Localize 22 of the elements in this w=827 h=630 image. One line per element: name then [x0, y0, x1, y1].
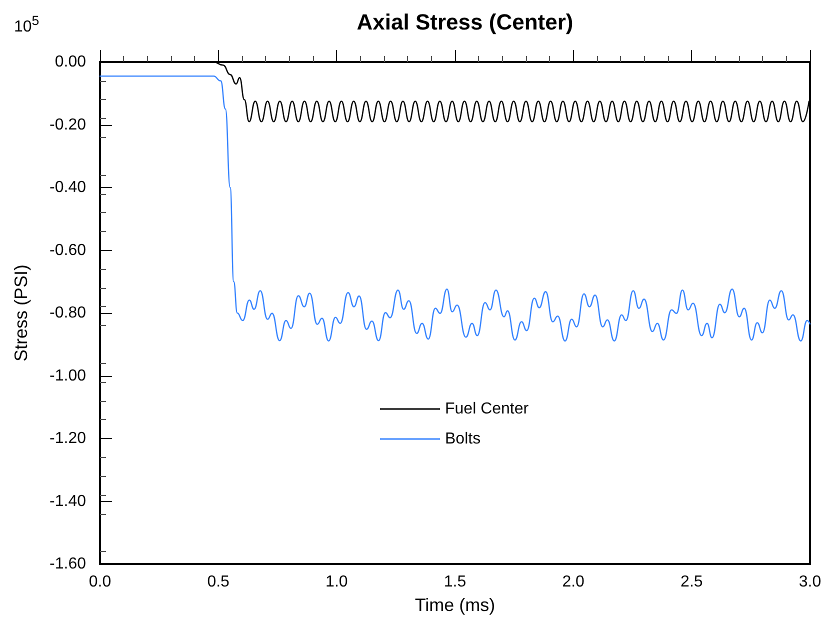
- y-axis-title: Stress (PSI): [11, 264, 31, 362]
- y-tick-label: -1.40: [50, 492, 86, 510]
- x-tick-label: 2.5: [680, 574, 703, 590]
- y-tick-label: -0.20: [50, 116, 86, 134]
- y-tick-label: -0.80: [50, 304, 86, 322]
- x-axis-title: Time (ms): [414, 595, 496, 615]
- legend-label: Fuel Center: [445, 400, 530, 418]
- y-tick-label: 0.00: [54, 54, 86, 70]
- y-tick-label: -0.40: [50, 179, 86, 196]
- x-tick-label: 1.5: [444, 574, 466, 590]
- x-tick-label: 0.0: [88, 574, 112, 590]
- x-tick-label: 3.0: [798, 574, 822, 590]
- y-tick-label: -1.60: [50, 556, 86, 572]
- legend-label: Bolts: [445, 430, 481, 448]
- x-tick-label: 0.5: [207, 574, 230, 590]
- y-tick-label: -1.20: [50, 430, 86, 447]
- chart-title: Axial Stress (Center): [356, 10, 574, 34]
- y-tick-label: -1.00: [50, 367, 86, 384]
- x-tick-label: 1.0: [326, 574, 348, 590]
- y-tick-label: -0.60: [50, 242, 86, 259]
- x-tick-label: 2.0: [562, 574, 585, 590]
- text: 10$^{5}$: [14, 12, 40, 36]
